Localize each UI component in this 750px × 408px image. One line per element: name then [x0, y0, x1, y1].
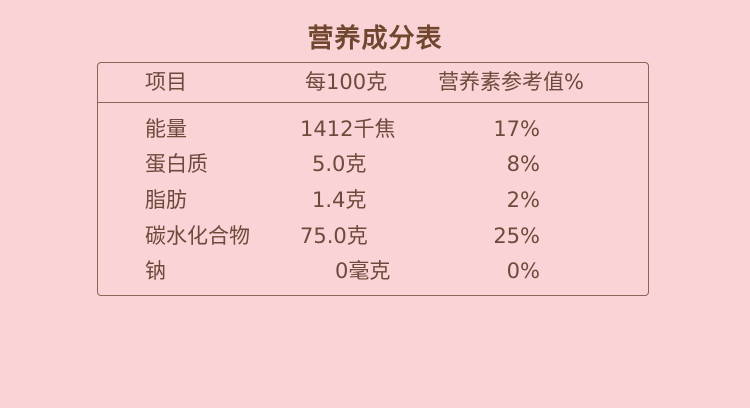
row-item: 蛋白质: [145, 152, 208, 176]
row-amount: 1412千焦: [300, 117, 396, 141]
row-amount: 0毫克: [335, 259, 391, 283]
row-nrv: 2%: [506, 188, 540, 212]
row-item: 能量: [145, 117, 187, 141]
row-amount: 5.0克: [312, 152, 367, 176]
header-divider: [97, 102, 649, 103]
row-amount: 1.4克: [312, 188, 367, 212]
row-item: 碳水化合物: [145, 224, 250, 248]
header-item: 项目: [145, 70, 187, 94]
row-nrv: 17%: [493, 117, 540, 141]
row-item: 脂肪: [145, 188, 187, 212]
header-per-100g: 每100克: [305, 70, 388, 94]
nutrition-table-frame: [97, 62, 649, 296]
row-nrv: 0%: [506, 259, 540, 283]
header-nrv: 营养素参考值%: [438, 70, 584, 94]
row-nrv: 25%: [493, 224, 540, 248]
row-amount: 75.0克: [300, 224, 368, 248]
page-title: 营养成分表: [307, 24, 443, 54]
row-nrv: 8%: [506, 152, 540, 176]
row-item: 钠: [145, 259, 166, 283]
